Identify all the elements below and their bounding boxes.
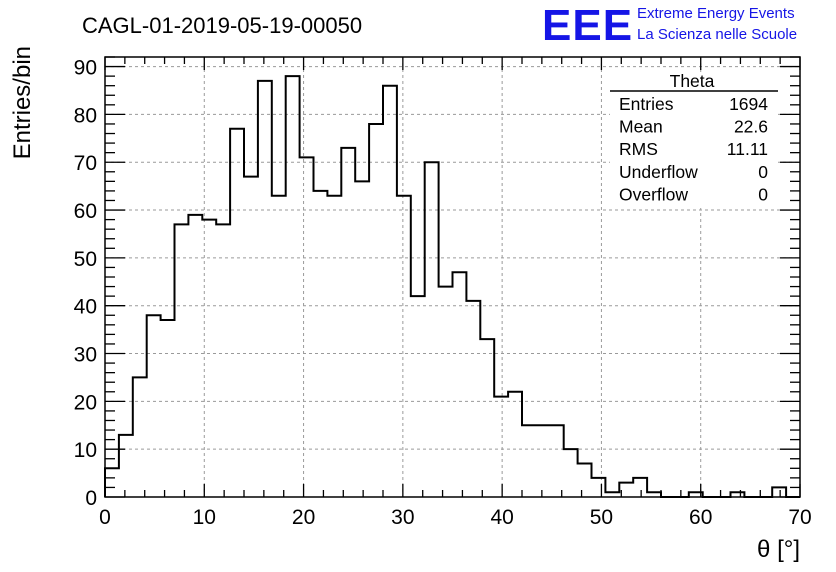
histogram-bin	[564, 449, 578, 497]
histogram-bin	[300, 157, 314, 497]
chart-title: CAGL-01-2019-05-19-00050	[82, 13, 362, 38]
eee-logo: EEE Extreme Energy Events La Scienza nel…	[542, 1, 797, 50]
histogram-bin	[494, 397, 508, 497]
stats-row-label: Entries	[619, 94, 674, 114]
histogram-bin	[480, 339, 494, 497]
histogram-bin	[272, 196, 286, 497]
y-tick-label: 80	[74, 104, 97, 127]
histogram-bin	[286, 76, 300, 497]
histogram-bin	[161, 320, 175, 497]
histogram-bin	[133, 377, 147, 497]
histogram-bin	[508, 392, 522, 497]
stats-rows: Entries 1694 Mean 22.6 RMS 11.11 Underflow 0 Ove…	[619, 94, 768, 204]
histogram-bin	[216, 224, 230, 497]
x-tick-label: 70	[788, 506, 811, 529]
histogram-bin	[453, 272, 467, 497]
x-tick-label: 40	[490, 506, 513, 529]
histogram-bin	[105, 468, 119, 497]
histogram-bin	[772, 487, 786, 497]
stats-row-label: Overflow	[619, 184, 688, 204]
stats-row-label: RMS	[619, 139, 658, 159]
histogram-bin	[466, 301, 480, 497]
y-tick-labels: 0 10 20 30 40 50 60 70 80 90	[74, 57, 97, 510]
x-tick-labels: 0 10 20 30 40 50 60 70	[99, 506, 812, 529]
y-tick-label: 10	[74, 439, 97, 462]
stats-row-value: 0	[758, 162, 768, 182]
histogram-bin	[147, 315, 161, 497]
histogram-bin	[425, 162, 439, 497]
histogram-bin	[578, 464, 592, 497]
histogram-bin	[355, 181, 369, 497]
histogram-bin	[244, 177, 258, 497]
stats-box: Theta Entries 1694 Mean 22.6 RMS 11.11 Underfl…	[610, 71, 778, 208]
y-tick-label: 30	[74, 344, 97, 367]
histogram-bin	[550, 425, 564, 497]
histogram-bin	[202, 220, 216, 497]
histogram-bin	[397, 196, 411, 497]
histogram-bin	[188, 215, 202, 497]
histogram-bin	[314, 191, 328, 497]
logo-mark: EEE	[542, 1, 633, 50]
x-tick-label: 10	[193, 506, 216, 529]
histogram-bin	[536, 425, 550, 497]
stats-row-value: 1694	[729, 94, 768, 114]
logo-line-1: Extreme Energy Events	[637, 5, 795, 22]
x-tick-label: 30	[391, 506, 414, 529]
histogram-bin	[383, 86, 397, 497]
y-tick-label: 70	[74, 152, 97, 175]
stats-row-value: 11.11	[727, 139, 768, 159]
grid-lines	[105, 57, 800, 497]
stats-row-value: 0	[758, 184, 768, 204]
x-tick-label: 0	[99, 506, 111, 529]
histogram-bin	[175, 224, 189, 497]
y-tick-label: 60	[74, 200, 97, 223]
stats-row-label: Mean	[619, 117, 663, 137]
histogram-bin	[327, 196, 341, 497]
x-tick-label: 20	[292, 506, 315, 529]
stats-row-value: 22.6	[734, 117, 768, 137]
histogram-bin	[341, 148, 355, 497]
y-tick-label: 40	[74, 296, 97, 319]
axis-ticks	[104, 56, 801, 498]
stats-title: Theta	[670, 71, 715, 91]
stats-row-label: Underflow	[619, 162, 698, 182]
y-axis-title: Entries/bin	[9, 46, 36, 159]
histogram-bin	[230, 129, 244, 497]
histogram-bin	[439, 287, 453, 497]
y-tick-label: 20	[74, 391, 97, 414]
histogram-bin	[369, 124, 383, 497]
histogram-bin	[633, 478, 647, 497]
histogram-bin	[592, 478, 606, 497]
histogram-bin	[411, 296, 425, 497]
y-tick-label: 0	[85, 487, 97, 510]
y-tick-label: 90	[74, 57, 97, 80]
x-axis-title: θ [°]	[757, 536, 800, 563]
stats-box-background	[610, 74, 778, 208]
logo-line-2: La Scienza nelle Scuole	[637, 26, 797, 43]
histogram-bin	[258, 81, 272, 497]
y-tick-label: 50	[74, 248, 97, 271]
x-tick-label: 50	[590, 506, 613, 529]
histogram-bin	[522, 425, 536, 497]
x-tick-label: 60	[689, 506, 712, 529]
histogram-bin	[119, 435, 133, 497]
